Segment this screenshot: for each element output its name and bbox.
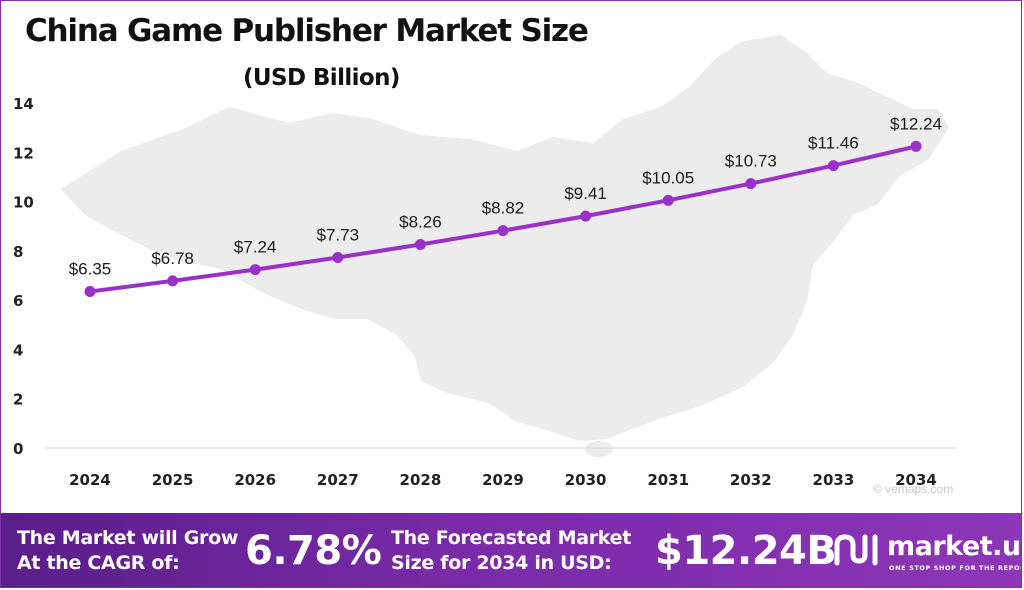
market-us-logo-icon [834,534,878,566]
x-tick-label: 2031 [647,471,689,489]
y-tick-label: 6 [13,292,23,310]
x-tick-label: 2029 [482,471,524,489]
data-point [745,178,757,190]
x-tick-label: 2025 [152,471,194,489]
y-tick-label: 0 [13,440,23,458]
x-tick-label: 2024 [69,471,111,489]
footer-banner: The Market will Grow At the CAGR of: 6.7… [1,513,1022,587]
data-label: $6.35 [69,260,112,279]
map-watermark: © vemaps.com [873,482,954,496]
data-point [84,286,96,298]
data-label: $8.82 [482,199,525,218]
x-tick-label: 2028 [400,471,442,489]
x-tick-label: 2032 [730,471,772,489]
y-tick-label: 8 [13,243,23,261]
cagr-label: The Market will Grow At the CAGR of: [17,526,238,576]
forecast-label-line2: Size for 2034 in USD: [391,552,612,574]
x-tick-label: 2030 [565,471,607,489]
cagr-label-line1: The Market will Grow [17,527,239,549]
data-label: $7.73 [317,226,360,245]
data-label: $10.73 [725,152,777,171]
data-point [167,275,179,287]
data-point [827,160,839,172]
brand-name: market.us [887,531,1022,562]
data-point [910,140,922,152]
hainan-island [585,441,613,457]
data-label: $6.78 [151,249,194,268]
y-tick-label: 14 [13,95,34,113]
y-tick-label: 4 [13,341,23,359]
data-label: $7.24 [234,238,277,257]
chart-subtitle: (USD Billion) [243,65,400,91]
data-point [497,225,509,237]
y-tick-label: 12 [13,144,34,162]
brand-tagline: ONE STOP SHOP FOR THE REPORTS [889,564,1022,572]
cagr-label-line2: At the CAGR of: [17,552,180,574]
chart-title: China Game Publisher Market Size [25,13,589,49]
data-label: $8.26 [399,212,442,231]
data-point [662,194,674,206]
forecast-label-line1: The Forecasted Market [391,527,631,549]
y-tick-label: 10 [13,194,34,212]
china-map-background [61,35,949,441]
x-tick-label: 2033 [813,471,855,489]
data-point [249,264,261,276]
data-label: $12.24 [890,114,942,133]
data-point [414,238,426,250]
data-label: $10.05 [642,168,694,187]
data-point [580,210,592,222]
y-tick-label: 2 [13,391,23,409]
x-tick-label: 2034 [895,471,937,489]
cagr-value: 6.78% [245,528,382,574]
x-tick-label: 2026 [234,471,276,489]
data-point [332,252,344,264]
forecast-value: $12.24B [655,528,837,574]
x-tick-label: 2027 [317,471,359,489]
forecast-label: The Forecasted Market Size for 2034 in U… [391,526,631,576]
data-label: $11.46 [808,134,859,153]
data-label: $9.41 [564,184,607,203]
line-chart: 0 2 4 6 8 10 12 14 2024 2025 2026 2027 2028 2029 2030… [13,35,956,489]
